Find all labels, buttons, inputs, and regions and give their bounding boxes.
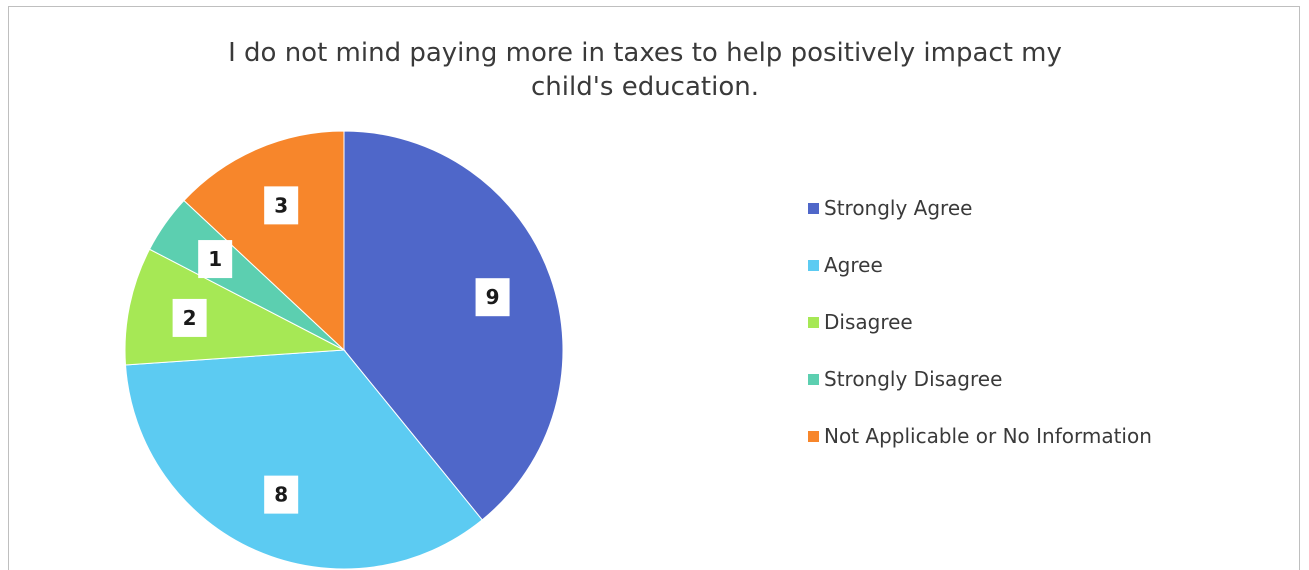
legend-label: Not Applicable or No Information bbox=[824, 424, 1152, 448]
legend-swatch bbox=[808, 259, 819, 271]
data-label-box bbox=[172, 298, 207, 337]
legend-item-agree: Agree bbox=[808, 255, 1152, 275]
data-label-box bbox=[264, 186, 299, 225]
pie-slice-not-applicable-or-no-information bbox=[183, 130, 345, 352]
data-label-box bbox=[264, 475, 299, 514]
legend-item-disagree: Disagree bbox=[808, 312, 1152, 332]
data-label-text: 3 bbox=[274, 193, 288, 217]
data-label-text: 9 bbox=[486, 285, 500, 309]
data-label-text: 2 bbox=[183, 306, 197, 330]
chart-title-line-1: I do not mind paying more in taxes to he… bbox=[228, 38, 1062, 68]
legend-swatch bbox=[808, 316, 819, 328]
legend-swatch bbox=[808, 430, 819, 442]
pie-slice-agree bbox=[124, 349, 483, 570]
data-label-strongly-agree: 9 bbox=[475, 278, 510, 317]
data-label-not-applicable-or-no-information: 3 bbox=[264, 186, 299, 225]
pie-slice-strongly-agree bbox=[343, 130, 564, 521]
legend-label: Disagree bbox=[824, 310, 913, 334]
data-label-box bbox=[198, 240, 233, 279]
data-label-disagree: 2 bbox=[172, 298, 207, 337]
data-label-agree: 8 bbox=[264, 475, 299, 514]
data-label-strongly-disagree: 1 bbox=[198, 240, 233, 279]
legend-label: Strongly Agree bbox=[824, 196, 973, 220]
legend-item-strongly-agree: Strongly Agree bbox=[808, 198, 1152, 218]
legend-label: Strongly Disagree bbox=[824, 367, 1003, 391]
chart-title: I do not mind paying more in taxes to he… bbox=[130, 36, 1160, 104]
data-label-text: 8 bbox=[274, 483, 288, 507]
legend-item-strongly-disagree: Strongly Disagree bbox=[808, 369, 1152, 389]
legend-item-not-applicable-or-no-information: Not Applicable or No Information bbox=[808, 426, 1152, 446]
legend: Strongly Agree Agree Disagree Strongly Disa… bbox=[808, 198, 1152, 483]
legend-label: Agree bbox=[824, 253, 883, 277]
legend-swatch bbox=[808, 202, 819, 214]
data-label-text: 1 bbox=[208, 247, 222, 271]
data-label-box bbox=[475, 278, 510, 317]
chart-title-line-2: child's education. bbox=[531, 72, 759, 102]
legend-swatch bbox=[808, 373, 819, 385]
